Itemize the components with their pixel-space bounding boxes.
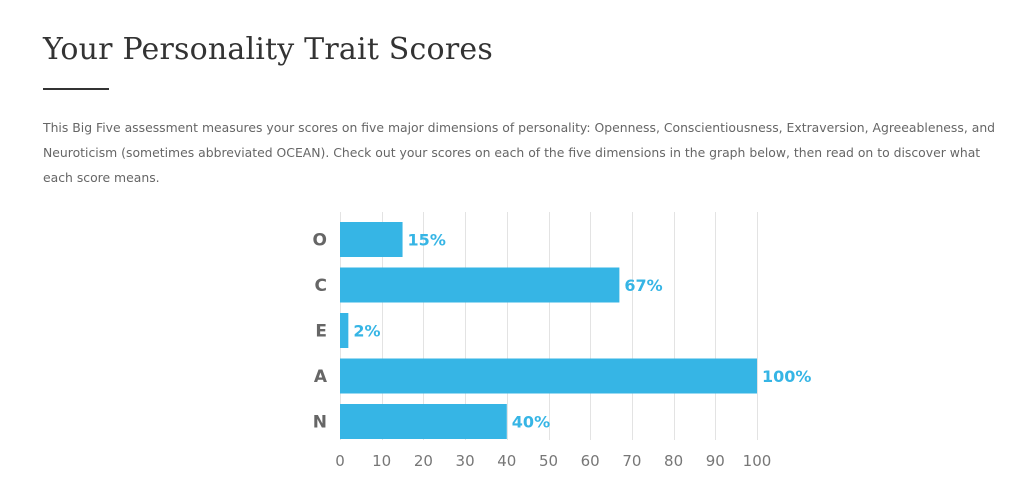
x-tick-label: 90 bbox=[706, 452, 725, 470]
x-tick-label: 30 bbox=[456, 452, 475, 470]
category-label-e: E bbox=[315, 322, 327, 342]
x-tick-label: 60 bbox=[581, 452, 600, 470]
x-tick-label: 80 bbox=[664, 452, 683, 470]
value-label-e: 2% bbox=[353, 322, 380, 341]
bar-c bbox=[340, 267, 620, 303]
x-tick-label: 40 bbox=[497, 452, 516, 470]
value-label-o: 15% bbox=[408, 231, 446, 250]
x-tick-label: 20 bbox=[414, 452, 433, 470]
value-label-n: 40% bbox=[512, 413, 550, 432]
bar-a bbox=[340, 358, 757, 394]
intro-paragraph: This Big Five assessment measures your s… bbox=[43, 120, 996, 185]
bar-e bbox=[340, 313, 349, 348]
value-label-a: 100% bbox=[762, 367, 811, 386]
x-axis-ticks: 0 10 20 30 40 50 60 70 80 90 100 bbox=[335, 452, 771, 470]
bar-o bbox=[340, 222, 403, 257]
value-label-c: 67% bbox=[624, 276, 662, 295]
category-label-a: A bbox=[314, 367, 328, 387]
x-tick-label: 50 bbox=[539, 452, 558, 470]
x-tick-label: 10 bbox=[372, 452, 391, 470]
x-tick-label: 100 bbox=[743, 452, 772, 470]
category-label-n: N bbox=[313, 413, 327, 433]
category-label-o: O bbox=[313, 231, 327, 251]
page-title: Your Personality Trait Scores bbox=[43, 32, 493, 67]
bar-n bbox=[340, 404, 507, 439]
x-tick-label: 0 bbox=[335, 452, 345, 470]
grid-lines bbox=[340, 212, 758, 440]
labels: O 15% C 67% E 2% A 100% N 40% bbox=[313, 231, 812, 433]
category-label-c: C bbox=[315, 276, 327, 296]
title-underline bbox=[43, 88, 109, 90]
x-tick-label: 70 bbox=[622, 452, 641, 470]
bars bbox=[340, 222, 757, 439]
